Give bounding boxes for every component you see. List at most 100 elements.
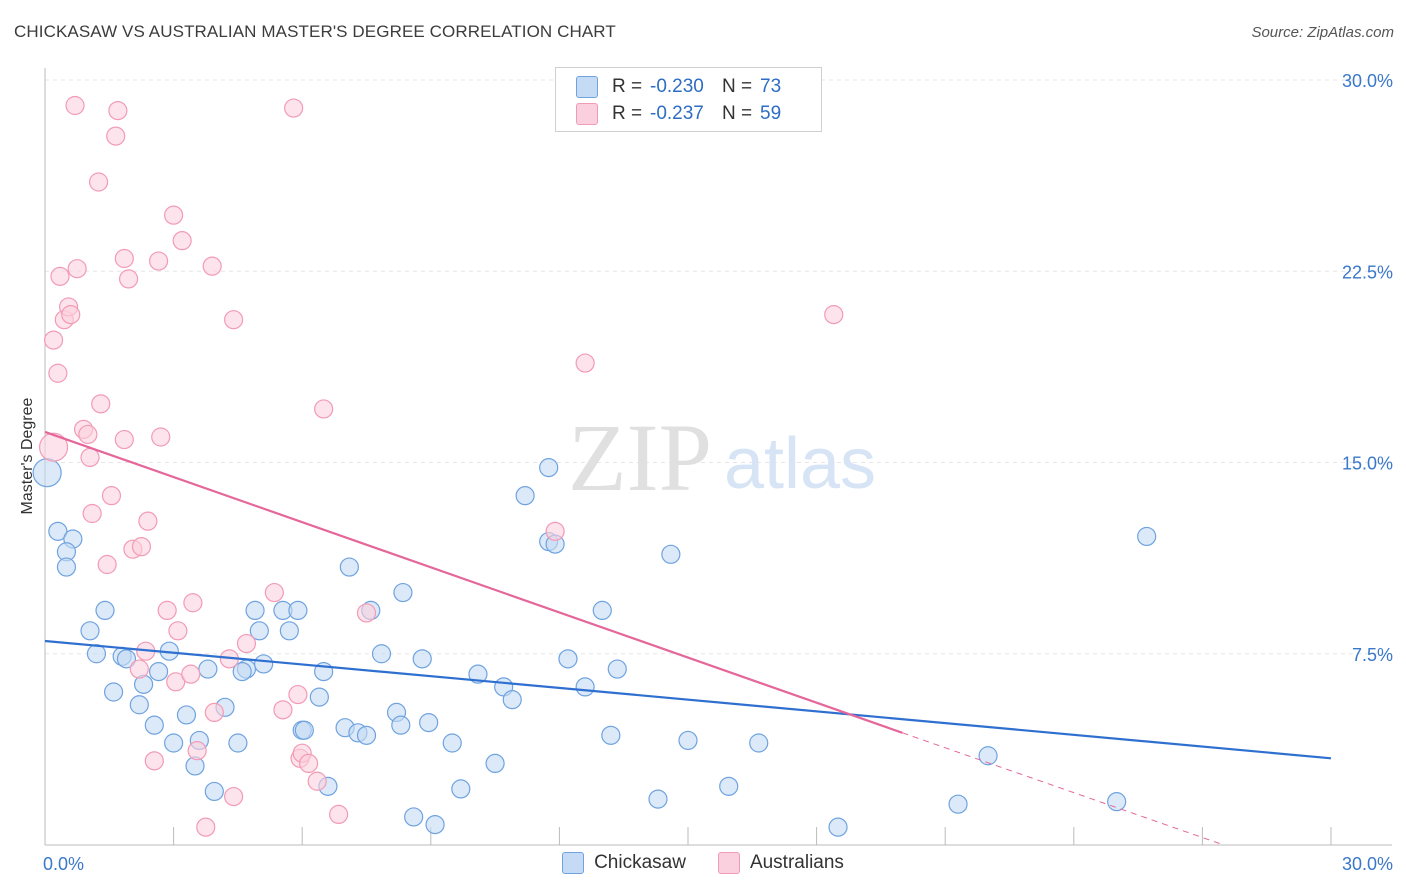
australians-point xyxy=(61,305,81,325)
x-tick-label: 0.0% xyxy=(43,854,84,874)
australians-point xyxy=(65,95,85,116)
chickasaw-point xyxy=(978,746,998,766)
australians-point xyxy=(48,363,68,383)
chickasaw-point xyxy=(404,807,424,827)
chickasaw-point xyxy=(95,600,115,621)
australians-point xyxy=(204,702,224,723)
chickasaw-point xyxy=(393,582,413,603)
bottom-legend-swatch-chickasaw xyxy=(562,852,585,874)
australians-point xyxy=(273,700,293,720)
chickasaw-point xyxy=(515,486,535,506)
chickasaw-point xyxy=(451,779,471,799)
australians-point xyxy=(183,593,203,613)
chickasaw-point xyxy=(601,725,621,745)
australians-point xyxy=(157,600,177,621)
australians-point xyxy=(82,503,102,524)
chickasaw-point xyxy=(678,730,698,751)
australians-point xyxy=(314,399,334,419)
legend-swatch-chickasaw xyxy=(576,76,598,98)
australians-point xyxy=(38,432,69,462)
chickasaw-point xyxy=(419,712,439,733)
chickasaw-point xyxy=(719,776,739,796)
chickasaw-point xyxy=(176,705,197,725)
chickasaw-point xyxy=(204,781,224,802)
chickasaw-point xyxy=(592,600,612,621)
australians-point xyxy=(236,633,257,654)
australians-point xyxy=(118,269,139,289)
chickasaw-point xyxy=(129,695,149,715)
bottom-legend: Chickasaw Australians xyxy=(0,852,1406,874)
legend-row-australians: R = -0.237 N = 59 xyxy=(576,101,781,127)
australians-point xyxy=(187,741,207,761)
legend-r-label: R = xyxy=(612,76,643,97)
australians-point xyxy=(50,266,70,286)
chickasaw-point xyxy=(116,649,137,669)
bottom-legend-swatch-australians xyxy=(717,852,740,874)
chickasaw-point xyxy=(294,720,314,740)
legend-r-value: -0.230 xyxy=(650,76,704,97)
australians-points xyxy=(38,95,844,837)
australians-point xyxy=(138,511,158,531)
australians-point xyxy=(166,672,186,692)
australians-point xyxy=(67,259,87,279)
australians-point xyxy=(151,427,171,447)
x-tick-label: 30.0% xyxy=(1342,854,1393,874)
bottom-legend-label-australians: Australians xyxy=(749,852,844,873)
chickasaw-point xyxy=(228,733,248,753)
chickasaw-point xyxy=(575,677,595,697)
australians-point xyxy=(196,817,216,837)
source-label: Source: ZipAtlas.com xyxy=(1251,24,1394,41)
grid-lines xyxy=(45,79,1392,655)
australians-trend-extension xyxy=(902,732,1224,846)
australians-point xyxy=(114,429,134,450)
chickasaw-point xyxy=(32,458,62,488)
chickasaw-point xyxy=(309,687,329,707)
chickasaw-point xyxy=(56,557,77,577)
australians-point xyxy=(106,126,126,146)
australians-point xyxy=(144,751,164,771)
australians-point xyxy=(284,98,304,118)
axes xyxy=(44,68,1392,846)
chickasaw-point xyxy=(539,458,559,478)
chickasaw-point xyxy=(391,715,411,735)
australians-point xyxy=(575,353,595,373)
australians-point xyxy=(224,786,244,807)
chickasaw-point xyxy=(103,682,124,702)
chickasaw-point xyxy=(86,644,107,664)
australians-point xyxy=(148,251,169,271)
australians-point xyxy=(299,753,319,774)
chickasaw-point xyxy=(144,715,164,735)
australians-point xyxy=(164,205,184,225)
legend-row-chickasaw: R = -0.230 N = 73 xyxy=(576,74,781,100)
legend-box: R = -0.230 N = 73 R = -0.237 N = 59 xyxy=(555,67,822,132)
legend-n-value: 59 xyxy=(760,103,782,124)
australians-point xyxy=(78,424,98,445)
australians-point xyxy=(101,486,122,506)
chickasaw-point xyxy=(948,794,968,814)
australians-point xyxy=(824,305,844,325)
chickasaw-point xyxy=(148,661,169,682)
tick-labels: 7.5% 15.0% 22.5% 30.0% 0.0% 30.0% xyxy=(43,71,1393,874)
australians-point xyxy=(181,664,201,684)
trend-lines xyxy=(44,430,1332,846)
y-tick-label: 30.0% xyxy=(1342,71,1393,91)
chickasaw-point xyxy=(412,649,432,669)
chickasaw-point xyxy=(249,621,269,641)
chickasaw-point xyxy=(48,521,68,541)
australians-point xyxy=(114,248,134,269)
legend-n-label: N = xyxy=(722,103,753,124)
australians-point xyxy=(202,256,222,276)
chickasaw-point xyxy=(468,664,488,684)
chickasaw-point xyxy=(749,733,769,753)
watermark-zip: ZIP xyxy=(568,404,712,511)
legend-n-value: 73 xyxy=(760,76,782,97)
australians-point xyxy=(80,447,100,467)
chickasaw-point xyxy=(80,621,100,641)
y-tick-label: 22.5% xyxy=(1342,262,1393,282)
legend-r-value: -0.237 xyxy=(650,103,704,124)
australians-point xyxy=(329,804,349,825)
legend-n-label: N = xyxy=(722,76,753,97)
y-tick-label: 15.0% xyxy=(1342,454,1393,474)
chickasaw-point xyxy=(558,649,578,669)
bottom-legend-australians: Australians xyxy=(717,852,844,874)
